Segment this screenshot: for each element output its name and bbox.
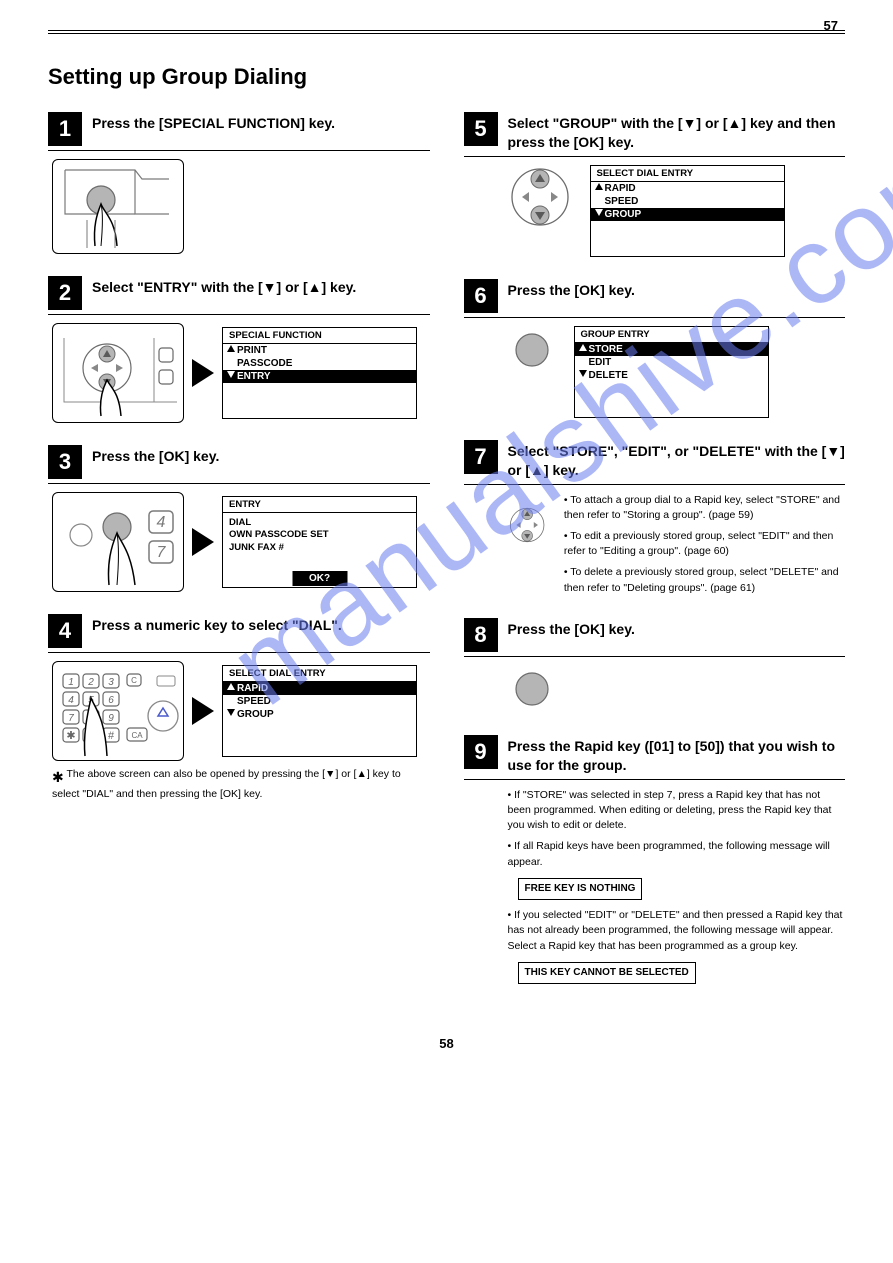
step-1: 1 Press the [SPECIAL FUNCTION] key. <box>48 112 430 254</box>
step-3: 3 Press the [OK] key. 4 7 <box>48 445 430 592</box>
dpad-icon <box>508 165 572 229</box>
footnote: The above screen can also be opened by p… <box>52 768 401 800</box>
dpad-graphic <box>52 323 184 423</box>
step-num: 7 <box>464 440 498 474</box>
svg-text:3: 3 <box>108 677 114 688</box>
keypad-icon: 1 2 3 4 5 6 7 8 9 ✱ 0 # <box>57 666 181 758</box>
step-num: 1 <box>48 112 82 146</box>
step-num: 2 <box>48 276 82 310</box>
lcd-screen: ENTRY OK? DIAL OWN PASSCODE SET JUNK FAX… <box>222 496 417 588</box>
step-2: 2 Select "ENTRY" with the [▼] or [▲] key… <box>48 276 430 423</box>
arrow-right-icon <box>192 697 214 725</box>
step-5: 5 Select "GROUP" with the [▼] or [▲] key… <box>464 112 846 257</box>
dpad-icon <box>508 493 546 557</box>
svg-text:9: 9 <box>108 713 114 724</box>
step-text: Press the [OK] key. <box>92 445 219 466</box>
svg-text:7: 7 <box>68 713 74 724</box>
step-num: 5 <box>464 112 498 146</box>
lcd-screen: SELECT DIAL ENTRY RAPID SPEED GROUP <box>222 665 417 757</box>
page-title: Setting up Group Dialing <box>48 64 845 90</box>
step-num: 3 <box>48 445 82 479</box>
svg-text:✱: ✱ <box>66 730 75 742</box>
svg-text:2: 2 <box>87 677 94 688</box>
arrow-right-icon <box>192 359 214 387</box>
svg-text:7: 7 <box>157 544 167 561</box>
step-4: 4 Press a numeric key to select "DIAL". … <box>48 614 430 803</box>
lcd-message: THIS KEY CANNOT BE SELECTED <box>518 962 696 985</box>
step-9: 9 Press the Rapid key ([01] to [50]) tha… <box>464 735 846 985</box>
svg-text:4: 4 <box>68 695 74 706</box>
step-6: 6 Press the [OK] key. GROUP ENTRY STORE … <box>464 279 846 418</box>
page-number-top: 57 <box>824 18 838 33</box>
keypad-graphic: 1 2 3 4 5 6 7 8 9 ✱ 0 # <box>52 661 184 761</box>
ok-circle-icon <box>508 326 556 374</box>
svg-text:1: 1 <box>68 677 74 688</box>
left-column: 1 Press the [SPECIAL FUNCTION] key. <box>48 112 430 1006</box>
dpad-icon <box>59 330 179 418</box>
svg-text:#: # <box>108 730 115 742</box>
step-num: 6 <box>464 279 498 313</box>
step-8: 8 Press the [OK] key. <box>464 618 846 713</box>
hr-double <box>48 30 845 34</box>
step-7: 7 Select "STORE", "EDIT", or "DELETE" wi… <box>464 440 846 596</box>
step-num: 8 <box>464 618 498 652</box>
ok-circle-icon <box>508 665 556 713</box>
step-text: Press a numeric key to select "DIAL". <box>92 614 342 635</box>
step-num: 4 <box>48 614 82 648</box>
special-function-icon <box>57 164 179 249</box>
step-text: Press the [OK] key. <box>508 618 635 639</box>
svg-text:CA: CA <box>131 731 143 740</box>
svg-text:C: C <box>131 676 137 685</box>
right-column: 5 Select "GROUP" with the [▼] or [▲] key… <box>464 112 846 1006</box>
step-text: Press the Rapid key ([01] to [50]) that … <box>508 735 846 775</box>
step-text: Select "GROUP" with the [▼] or [▲] key a… <box>508 112 846 152</box>
svg-text:4: 4 <box>157 514 166 531</box>
lcd-screen: SPECIAL FUNCTION PRINT PASSCODE ENTRY <box>222 327 417 419</box>
lcd-screen: SELECT DIAL ENTRY RAPID SPEED GROUP <box>590 165 785 257</box>
lcd-screen: GROUP ENTRY STORE EDIT DELETE <box>574 326 769 418</box>
step-text: Press the [SPECIAL FUNCTION] key. <box>92 112 335 133</box>
ok-press-graphic: 4 7 <box>52 492 184 592</box>
step-text: Select "ENTRY" with the [▼] or [▲] key. <box>92 276 356 297</box>
step-text: Select "STORE", "EDIT", or "DELETE" with… <box>508 440 846 480</box>
button-press-graphic <box>52 159 184 254</box>
page-number-bottom: 58 <box>48 1036 845 1051</box>
step-num: 9 <box>464 735 498 769</box>
arrow-right-icon <box>192 528 214 556</box>
step-text: Press the [OK] key. <box>508 279 635 300</box>
lcd-message: FREE KEY IS NOTHING <box>518 878 643 901</box>
svg-text:6: 6 <box>108 695 114 706</box>
ok-button-icon: 4 7 <box>59 499 179 587</box>
